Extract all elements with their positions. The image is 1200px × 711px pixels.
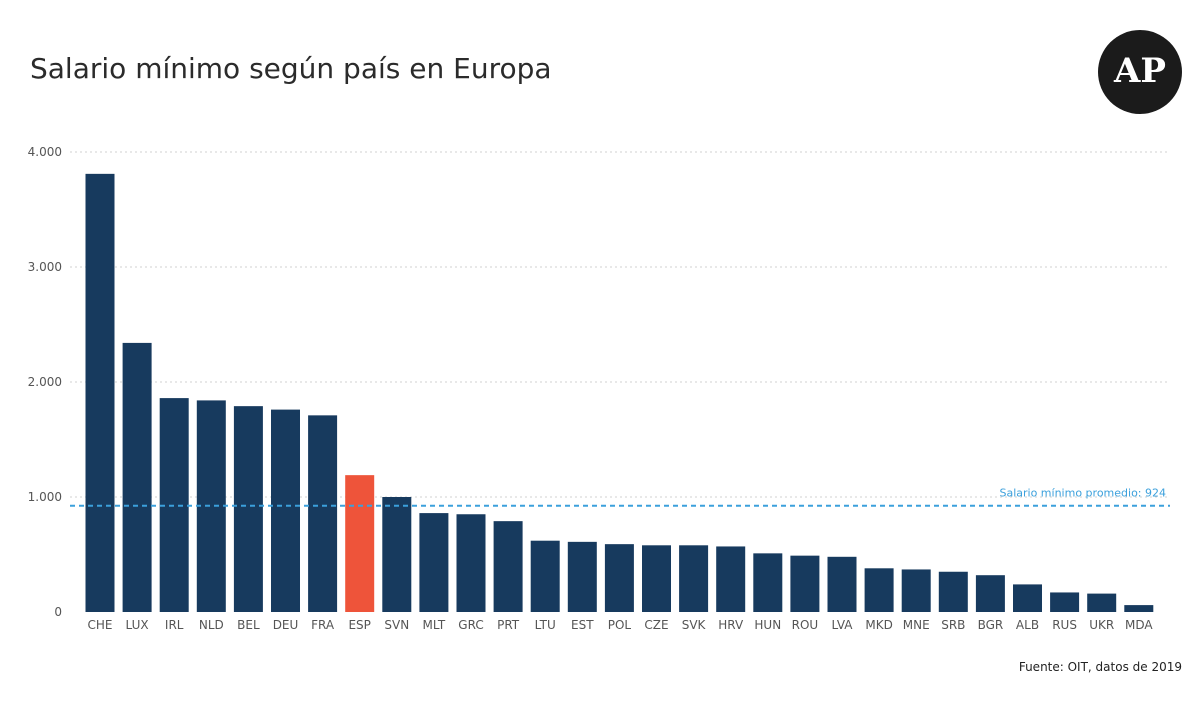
- y-tick-label: 1.000: [28, 490, 62, 504]
- x-tick-label: MDA: [1125, 618, 1153, 632]
- y-tick-label: 0: [54, 605, 62, 619]
- bar-rus: [1050, 592, 1080, 612]
- bar-mkd: [864, 568, 894, 612]
- x-tick-label: EST: [571, 618, 594, 632]
- x-tick-label: HRV: [718, 618, 744, 632]
- x-tick-label: CZE: [644, 618, 668, 632]
- logo-text: AP: [1113, 51, 1166, 91]
- x-tick-label: ROU: [792, 618, 819, 632]
- bar-hrv: [716, 546, 746, 612]
- x-tick-label: SRB: [941, 618, 965, 632]
- x-tick-label: DEU: [273, 618, 299, 632]
- x-tick-label: FRA: [311, 618, 335, 632]
- x-tick-label: LTU: [535, 618, 556, 632]
- bar-mda: [1124, 605, 1154, 612]
- bar-lva: [827, 556, 857, 612]
- average-label: Salario mínimo promedio: 924: [999, 487, 1166, 500]
- x-tick-label: MNE: [903, 618, 930, 632]
- x-tick-label: SVK: [682, 618, 707, 632]
- bar-est: [567, 541, 597, 612]
- bar-svk: [679, 545, 709, 612]
- bar-ukr: [1087, 593, 1117, 612]
- x-tick-label: UKR: [1089, 618, 1114, 632]
- x-tick-label: IRL: [165, 618, 184, 632]
- chart-title: Salario mínimo según país en Europa: [30, 52, 552, 85]
- x-tick-label: LVA: [831, 618, 853, 632]
- bar-mne: [901, 569, 931, 612]
- bar-pol: [604, 544, 634, 612]
- bar-deu: [271, 409, 300, 612]
- y-tick-label: 4.000: [28, 145, 62, 159]
- bar-grc: [456, 514, 486, 612]
- bar-srb: [938, 571, 968, 612]
- x-tick-label: CHE: [88, 618, 113, 632]
- x-tick-label: ESP: [348, 618, 370, 632]
- bar-che: [85, 173, 115, 612]
- bar-bgr: [975, 575, 1005, 612]
- bar-ltu: [530, 540, 560, 612]
- bar-svn: [382, 497, 412, 612]
- bar-cze: [642, 545, 671, 612]
- x-tick-label: BGR: [978, 618, 1004, 632]
- x-tick-label: ALB: [1016, 618, 1039, 632]
- x-tick-label: RUS: [1052, 618, 1077, 632]
- x-tick-label: HUN: [754, 618, 781, 632]
- x-tick-label: PRT: [497, 618, 520, 632]
- bar-rou: [790, 555, 820, 612]
- bar-mlt: [419, 513, 449, 612]
- x-tick-label: POL: [608, 618, 632, 632]
- bar-nld: [196, 400, 226, 612]
- bar-bel: [233, 406, 263, 612]
- bar-lux: [122, 342, 152, 612]
- bar-esp: [345, 475, 375, 612]
- x-tick-label: MLT: [423, 618, 446, 632]
- y-tick-label: 2.000: [28, 375, 62, 389]
- bar-prt: [493, 521, 523, 612]
- x-tick-label: NLD: [199, 618, 224, 632]
- source-note: Fuente: OIT, datos de 2019: [1018, 660, 1182, 674]
- bar-hun: [753, 553, 783, 612]
- x-tick-label: SVN: [384, 618, 409, 632]
- x-tick-label: LUX: [126, 618, 149, 632]
- ap-logo: AP: [1098, 30, 1182, 114]
- bar-fra: [308, 415, 338, 612]
- x-tick-label: MKD: [865, 618, 892, 632]
- bar-alb: [1013, 584, 1042, 612]
- x-tick-label: GRC: [458, 618, 483, 632]
- x-tick-label: BEL: [237, 618, 260, 632]
- y-tick-label: 3.000: [28, 260, 62, 274]
